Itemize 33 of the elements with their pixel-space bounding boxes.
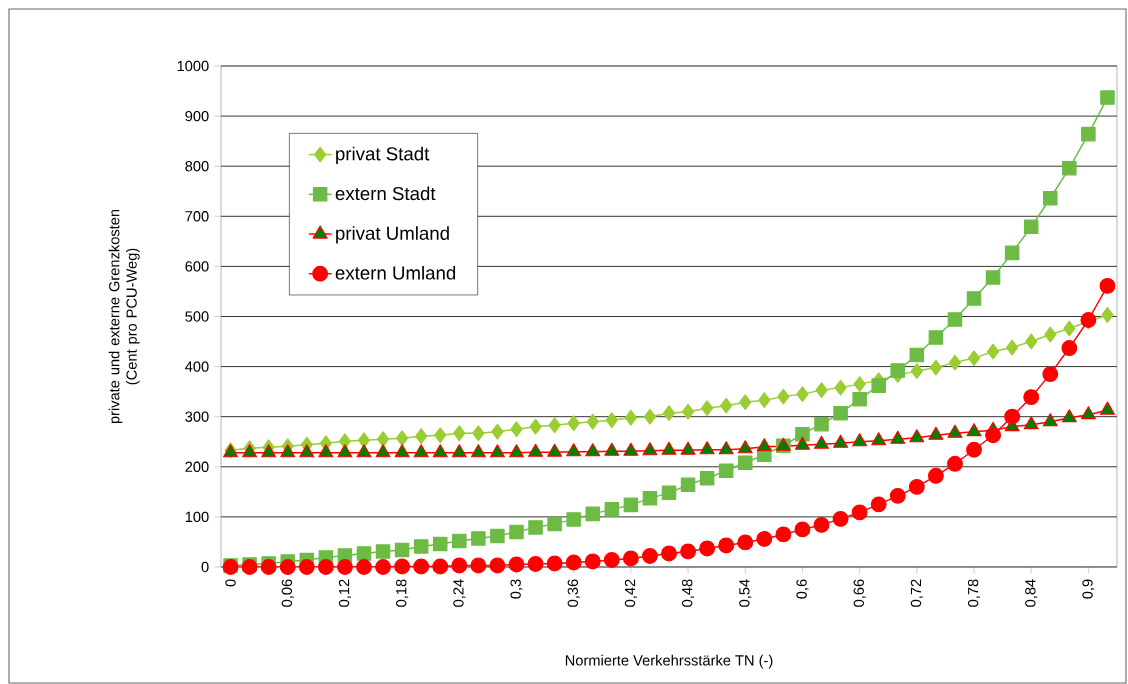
x-tick-label: 0,24 [453, 579, 466, 607]
x-tick-label: 0,9 [1082, 579, 1095, 599]
x-tick-label: 0 [225, 579, 236, 587]
y-tick-label: 600 [185, 261, 209, 272]
legend-label: extern Umland [335, 265, 456, 280]
x-tick-label: 0,78 [967, 579, 981, 607]
y-axis-title: private und externe Grenzkosten (Cent pro PCU-Weg) [108, 209, 140, 424]
y-tick-label: 400 [185, 361, 209, 372]
legend-label: extern Stadt [335, 186, 436, 201]
x-tick-label: 0,6 [796, 579, 809, 599]
x-tick-label: 0,72 [910, 579, 923, 607]
legend-label: privat Umland [336, 226, 449, 244]
x-tick-label: 0,42 [624, 579, 637, 607]
y-tick-label: 200 [185, 461, 209, 472]
y-tick-label: 800 [185, 161, 209, 172]
x-tick-label: 0,18 [396, 579, 409, 607]
y-tick-label: 0 [201, 561, 209, 573]
y-tick-label: 1000 [177, 60, 209, 72]
x-tick-label: 0,84 [1025, 579, 1038, 607]
y-tick-label: 900 [185, 110, 209, 122]
x-axis-title: Normierte Verkehrsstärke TN (-) [565, 654, 773, 669]
x-tick-label: 0,36 [567, 579, 580, 607]
x-tick-label: 0,06 [281, 579, 294, 607]
legend-label: privat Stadt [336, 146, 430, 165]
x-tick-label: 0,48 [682, 579, 695, 607]
y-tick-label: 300 [185, 411, 209, 422]
x-tick-label: 0,3 [510, 579, 523, 599]
x-tick-label: 0,66 [853, 579, 866, 607]
y-tick-label: 500 [185, 311, 209, 322]
x-tick-label: 0,54 [739, 579, 752, 607]
y-tick-label: 700 [185, 211, 209, 222]
x-tick-label: 0,12 [338, 579, 351, 607]
y-tick-label: 100 [185, 511, 209, 523]
